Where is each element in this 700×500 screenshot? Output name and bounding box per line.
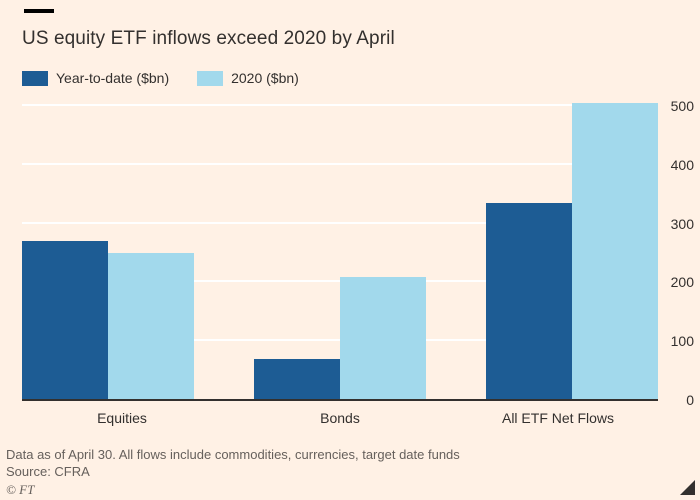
kicker-bar: [24, 9, 54, 13]
gridline-400: [22, 162, 658, 165]
ft-credit: © FT: [6, 482, 35, 497]
bar-groups: [22, 100, 658, 400]
y-tick-label-0: 0: [686, 392, 694, 408]
y-tick-label-500: 500: [670, 98, 694, 114]
bar-bonds-ytd: [254, 358, 340, 400]
plot-area: [22, 100, 658, 401]
bar-bonds-2020: [340, 276, 426, 400]
bar-equities-ytd: [22, 241, 108, 400]
y-tick-label-400: 400: [670, 156, 694, 173]
y-axis: 0 100 200 300 400 500: [660, 98, 694, 407]
x-label-equities: Equities: [97, 410, 147, 426]
y-tick-label-100: 100: [670, 333, 694, 350]
bar-group-equities: [22, 241, 194, 400]
legend-item-ytd: Year-to-date ($bn): [22, 70, 169, 86]
y-tick-label-200: 200: [670, 274, 694, 291]
legend-label-2020: 2020 ($bn): [231, 70, 299, 86]
gridline-300: [22, 221, 658, 224]
bar-all-etf-net-flows-ytd: [486, 203, 572, 400]
bar-equities-2020: [108, 253, 194, 400]
y-tick-label-300: 300: [670, 215, 694, 232]
bar-group-all-etf-net-flows: [486, 103, 658, 400]
corner-triangle-icon: [680, 480, 695, 495]
legend-swatch-ytd: [22, 70, 48, 86]
legend-swatch-2020: [197, 70, 224, 86]
x-axis-labels: Equities Bonds All ETF Net Flows: [22, 410, 658, 426]
legend: Year-to-date ($bn) 2020 ($bn): [22, 70, 299, 86]
legend-item-2020: 2020 ($bn): [197, 70, 299, 86]
x-label-bonds: Bonds: [320, 410, 360, 426]
bar-all-etf-net-flows-2020: [572, 103, 658, 400]
x-axis-line: [22, 399, 658, 401]
source: Source: CFRA: [6, 464, 90, 479]
bar-group-bonds: [254, 276, 426, 400]
x-label-all-etf: All ETF Net Flows: [501, 410, 614, 426]
footnote: Data as of April 30. All flows include c…: [6, 447, 460, 462]
gridline-500: [22, 104, 658, 106]
chart-title: US equity ETF inflows exceed 2020 by Apr…: [22, 28, 395, 49]
legend-label-ytd: Year-to-date ($bn): [56, 70, 170, 86]
